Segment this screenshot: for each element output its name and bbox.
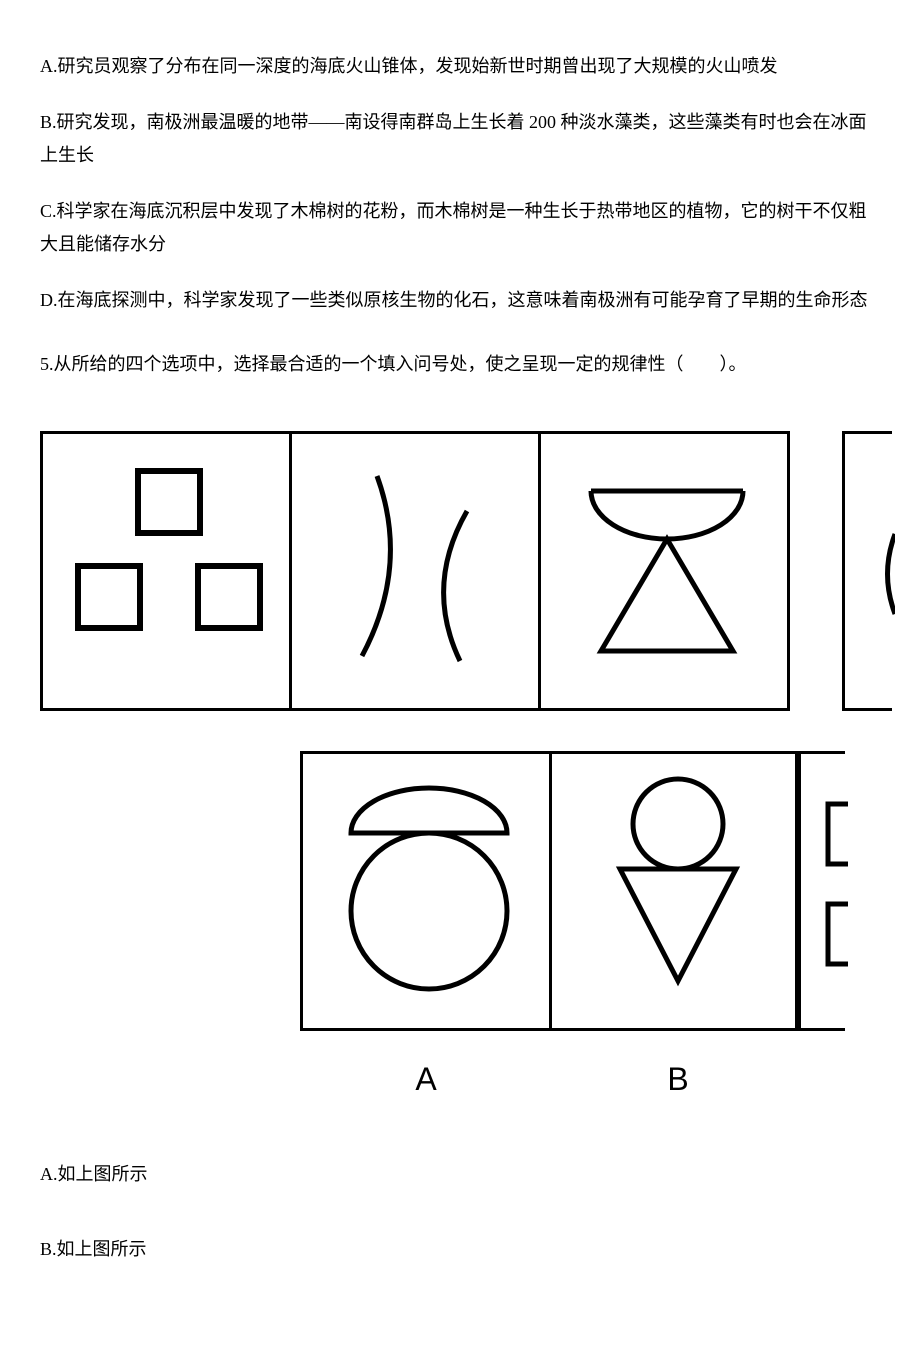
figure-box-b <box>549 751 801 1031</box>
labels-row: A B <box>300 1051 880 1109</box>
figure-box-c-partial <box>795 751 845 1031</box>
answer-option-a: A.如上图所示 <box>40 1158 880 1190</box>
figure-box-4-partial <box>842 431 892 711</box>
two-arcs-figure <box>292 436 538 706</box>
option-c: C.科学家在海底沉积层中发现了木棉树的花粉，而木棉树是一种生长于热带地区的植物，… <box>40 195 880 260</box>
label-b: B <box>552 1051 804 1109</box>
answer-option-b: B.如上图所示 <box>40 1233 880 1265</box>
label-a: A <box>300 1051 552 1109</box>
figure-row-2 <box>300 751 880 1031</box>
three-squares-figure <box>43 436 289 706</box>
option-a: A.研究员观察了分布在同一深度的海底火山锥体，发现始新世时期曾出现了大规模的火山… <box>40 50 880 82</box>
figure-box-a <box>300 751 552 1031</box>
hourglass-figure <box>541 436 787 706</box>
circle-triangle-figure <box>552 756 798 1026</box>
partial-figure-1 <box>845 434 895 704</box>
figure-box-3 <box>538 431 790 711</box>
option-d: D.在海底探测中，科学家发现了一些类似原核生物的化石，这意味着南极洲有可能孕育了… <box>40 284 880 316</box>
figure-row-1 <box>40 431 880 711</box>
mushroom-figure <box>303 756 549 1026</box>
partial-figure-2 <box>798 754 848 1024</box>
figure-box-2 <box>289 431 541 711</box>
option-b: B.研究发现，南极洲最温暖的地带——南设得南群岛上生长着 200 种淡水藻类，这… <box>40 106 880 171</box>
figure-box-1 <box>40 431 292 711</box>
question-5: 5.从所给的四个选项中，选择最合适的一个填入问号处，使之呈现一定的规律性（ ）。 <box>40 348 880 380</box>
